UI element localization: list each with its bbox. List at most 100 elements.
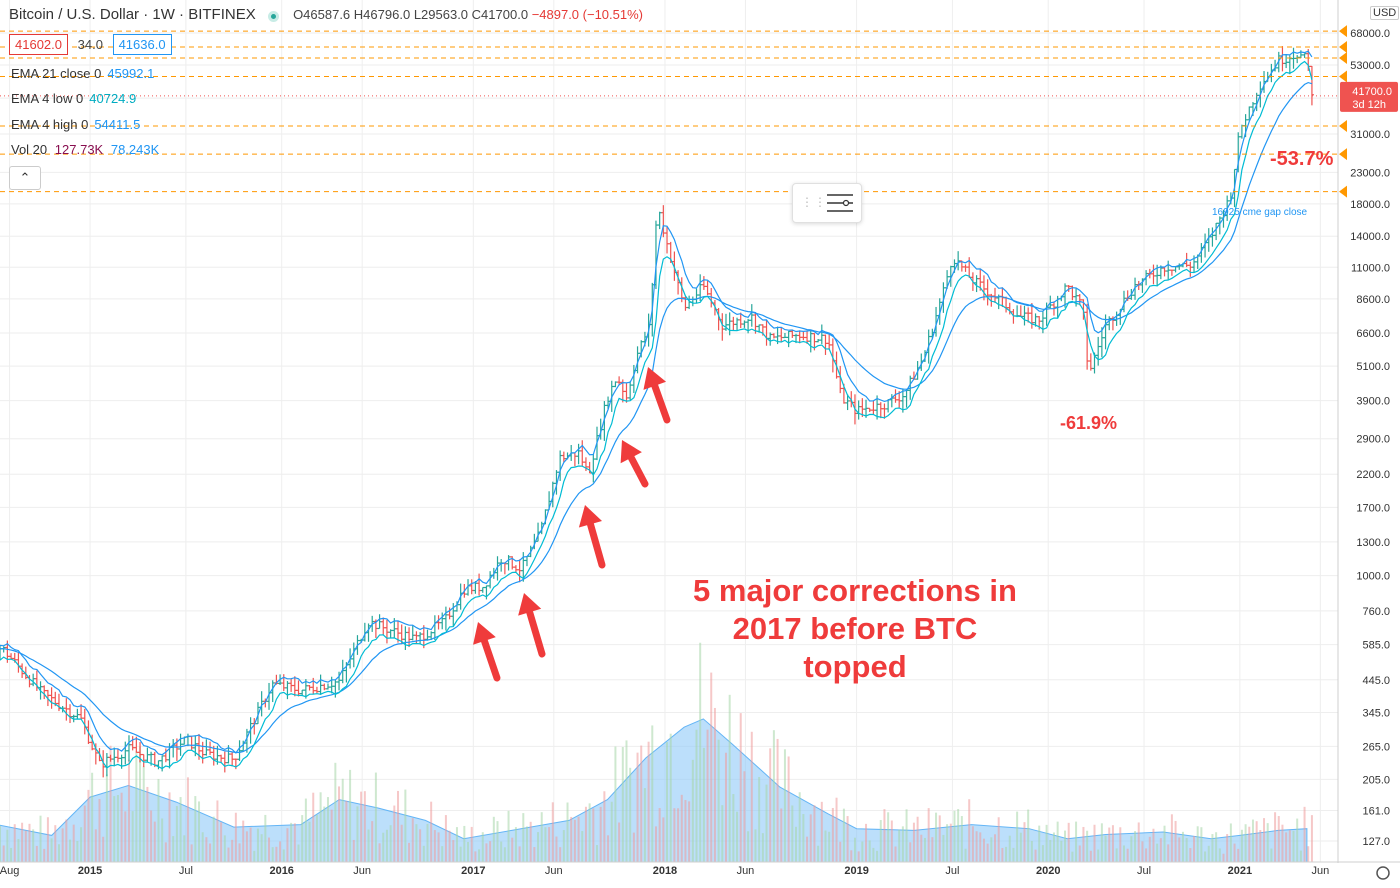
price-axis <box>1338 0 1400 888</box>
currency-badge[interactable]: USD <box>1370 6 1400 20</box>
volume-bar <box>1005 846 1008 862</box>
close-value: C41700.0 <box>471 7 529 22</box>
volume-bar <box>990 837 993 862</box>
volume-bar <box>91 772 94 862</box>
sell-price-button[interactable]: 41602.0 <box>9 34 68 55</box>
volume-bar <box>783 749 786 862</box>
volume-bar <box>887 812 890 862</box>
indicator-ema21[interactable]: EMA 21 close 0 45992.1 <box>11 66 154 81</box>
settings-lines-icon[interactable] <box>826 192 854 214</box>
volume-bar <box>1196 826 1199 862</box>
volume-bar <box>1141 841 1144 862</box>
volume-bar <box>371 821 374 862</box>
volume-bar <box>43 848 46 862</box>
x-tick-label: 2017 <box>461 865 485 877</box>
volume-bar <box>1240 829 1243 862</box>
volume-bar <box>728 694 731 862</box>
volume-bar <box>341 778 344 862</box>
volume-bar <box>986 843 989 862</box>
volume-bar <box>334 762 337 862</box>
indicator-ema4-low[interactable]: EMA 4 low 0 40724.9 <box>11 91 136 106</box>
bid-ask-row: 41602.0 34.0 41636.0 <box>9 34 172 55</box>
volume-bar <box>673 808 676 862</box>
volume-bar <box>909 842 912 862</box>
indicator-label: Vol 20 <box>11 142 48 157</box>
volume-bar <box>846 816 849 862</box>
volume-bar <box>139 746 142 862</box>
level-marker <box>1339 148 1347 161</box>
volume-bar <box>839 841 842 862</box>
drop-2021-label: -53.7% <box>1270 148 1334 170</box>
volume-bar <box>1137 822 1140 862</box>
volume-bar <box>1244 824 1247 862</box>
volume-bar <box>492 816 495 862</box>
volume-bar <box>444 815 447 862</box>
y-tick-label: 205.0 <box>1362 774 1390 786</box>
volume-bar <box>69 839 72 862</box>
drawing-toolbar[interactable]: ⋮⋮ <box>792 183 862 223</box>
settings-gear-icon[interactable] <box>1376 866 1390 880</box>
volume-bar <box>776 738 779 862</box>
volume-bar <box>419 829 422 862</box>
spread-value: 34.0 <box>77 37 103 52</box>
volume-bar <box>1270 848 1273 862</box>
volume-bar <box>282 849 285 862</box>
volume-bar <box>382 832 385 862</box>
volume-bar <box>190 844 193 862</box>
volume-bar <box>514 827 517 862</box>
volume-bar <box>1163 825 1166 862</box>
volume-bar <box>1034 849 1037 862</box>
volume-bar <box>651 725 654 862</box>
volume-bar <box>548 827 551 862</box>
buy-price-button[interactable]: 41636.0 <box>112 34 172 55</box>
symbol-title: Bitcoin / U.S. Dollar · 1W · BITFINEX <box>9 6 256 23</box>
volume-bar <box>57 844 60 862</box>
volume-bar <box>1185 837 1188 862</box>
indicator-value: 40724.9 <box>89 91 137 106</box>
volume-bar <box>76 841 79 862</box>
correction-arrow <box>627 454 649 488</box>
volume-bar <box>754 829 757 862</box>
collapse-legend-button[interactable]: ⌃ <box>9 166 41 190</box>
volume-bar <box>485 843 488 862</box>
volume-bar <box>1248 826 1251 862</box>
volume-bar <box>378 843 381 862</box>
volume-bar <box>942 834 945 862</box>
volume-bar <box>245 831 248 862</box>
volume-bar <box>923 837 926 862</box>
correction-arrowhead <box>518 593 542 616</box>
volume-bar <box>957 809 960 862</box>
volume-bar <box>1115 848 1118 862</box>
volume-bar <box>1277 816 1280 862</box>
volume-bar <box>702 747 705 862</box>
x-tick-label: Jul <box>945 865 959 877</box>
indicator-ema4-high[interactable]: EMA 4 high 0 54411.5 <box>11 117 140 132</box>
y-tick-label: 1000.0 <box>1356 571 1390 583</box>
y-tick-label: 14000.0 <box>1350 231 1390 243</box>
volume-bar <box>10 847 13 862</box>
volume-bar <box>890 820 893 862</box>
volume-bar <box>448 830 451 862</box>
drag-handle-icon[interactable]: ⋮⋮ <box>801 195 827 209</box>
volume-bar <box>356 806 359 862</box>
volume-bar <box>238 843 241 862</box>
volume-bar <box>223 835 226 862</box>
volume-bar <box>1251 819 1254 862</box>
volume-bar <box>253 850 256 862</box>
annotation-line-1: 5 major corrections in <box>693 573 1017 608</box>
volume-bar <box>157 778 160 862</box>
indicator-volume[interactable]: Vol 20 127.73K 78.243K <box>11 142 159 157</box>
x-tick-label: Aug <box>0 865 19 877</box>
indicator-value: 54411.5 <box>94 117 141 132</box>
correction-arrow <box>651 382 671 424</box>
volume-bar <box>1152 828 1155 862</box>
volume-bar <box>455 827 458 862</box>
volume-bar <box>1207 845 1210 862</box>
y-tick-label: 585.0 <box>1362 640 1390 652</box>
x-tick-label: Jul <box>179 865 193 877</box>
volume-bar <box>769 748 772 862</box>
volume-bar <box>1299 850 1302 862</box>
volume-bar <box>879 820 882 862</box>
volume-bar <box>1097 849 1100 862</box>
